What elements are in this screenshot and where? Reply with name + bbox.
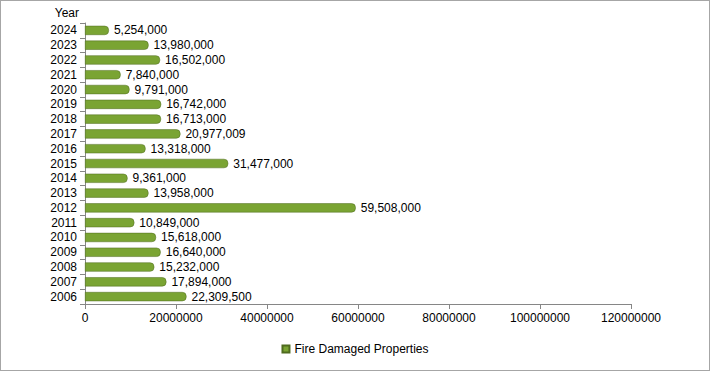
- svg-text:2018: 2018: [50, 112, 77, 126]
- svg-text:31,477,000: 31,477,000: [233, 157, 293, 171]
- svg-text:Year: Year: [55, 6, 79, 20]
- svg-text:22,309,500: 22,309,500: [192, 290, 252, 304]
- svg-text:7,840,000: 7,840,000: [126, 68, 180, 82]
- svg-text:2024: 2024: [50, 23, 77, 37]
- svg-text:0: 0: [82, 311, 89, 325]
- svg-text:120000000: 120000000: [601, 311, 661, 325]
- svg-text:16,640,000: 16,640,000: [166, 245, 226, 259]
- svg-text:2008: 2008: [50, 260, 77, 274]
- svg-text:2021: 2021: [50, 68, 77, 82]
- svg-text:40000000: 40000000: [240, 311, 294, 325]
- svg-text:13,318,000: 13,318,000: [151, 142, 211, 156]
- svg-text:80000000: 80000000: [422, 311, 476, 325]
- svg-text:2011: 2011: [51, 216, 77, 230]
- svg-text:Fire Damaged Properties: Fire Damaged Properties: [294, 342, 428, 356]
- svg-text:15,232,000: 15,232,000: [159, 260, 219, 274]
- svg-text:16,742,000: 16,742,000: [166, 97, 226, 111]
- svg-text:9,791,000: 9,791,000: [135, 83, 189, 97]
- svg-text:15,618,000: 15,618,000: [161, 230, 221, 244]
- svg-text:9,361,000: 9,361,000: [133, 171, 187, 185]
- svg-text:60000000: 60000000: [331, 311, 385, 325]
- svg-text:59,508,000: 59,508,000: [361, 201, 421, 215]
- svg-text:2019: 2019: [50, 97, 77, 111]
- svg-text:100000000: 100000000: [510, 311, 570, 325]
- svg-text:5,254,000: 5,254,000: [114, 23, 168, 37]
- svg-text:2013: 2013: [50, 186, 77, 200]
- svg-text:2014: 2014: [50, 171, 77, 185]
- svg-text:2015: 2015: [50, 157, 77, 171]
- svg-text:13,980,000: 13,980,000: [154, 38, 214, 52]
- svg-text:20000000: 20000000: [149, 311, 203, 325]
- svg-text:2010: 2010: [50, 230, 77, 244]
- svg-text:2009: 2009: [50, 245, 77, 259]
- svg-text:2007: 2007: [50, 275, 77, 289]
- svg-text:13,958,000: 13,958,000: [154, 186, 214, 200]
- svg-text:10,849,000: 10,849,000: [139, 216, 199, 230]
- svg-text:2020: 2020: [50, 83, 77, 97]
- svg-text:16,502,000: 16,502,000: [165, 53, 225, 67]
- svg-text:2016: 2016: [50, 142, 77, 156]
- svg-text:2006: 2006: [50, 290, 77, 304]
- svg-text:2017: 2017: [50, 127, 77, 141]
- svg-text:16,713,000: 16,713,000: [166, 112, 226, 126]
- svg-text:17,894,000: 17,894,000: [171, 275, 231, 289]
- svg-text:2023: 2023: [50, 38, 77, 52]
- svg-text:20,977,009: 20,977,009: [185, 127, 245, 141]
- svg-text:2022: 2022: [50, 53, 77, 67]
- svg-text:2012: 2012: [50, 201, 77, 215]
